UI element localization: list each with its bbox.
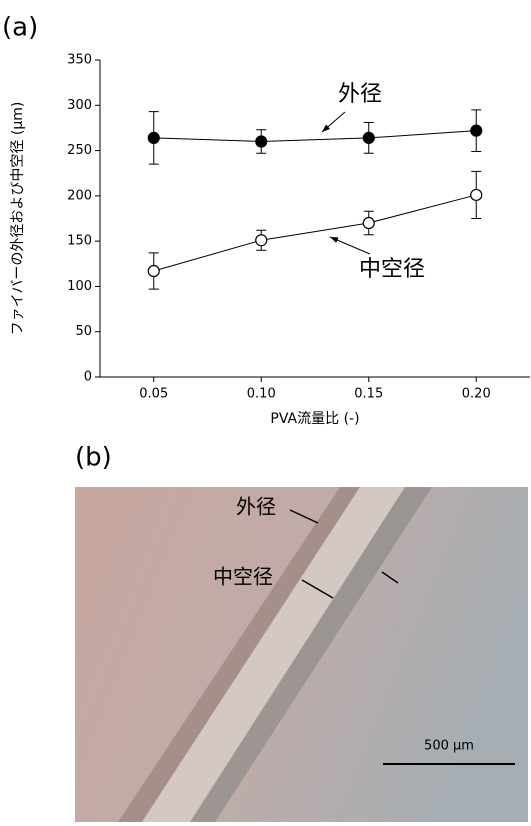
figure: (a) (b) 外径 中空径 500 μm 0 50 100 150 200 250 300… [0, 0, 531, 826]
data-point [256, 235, 267, 246]
y-tick-label: 50 [75, 324, 92, 339]
y-tick-label: 200 [67, 188, 92, 203]
y-tick-label: 350 [67, 53, 92, 68]
data-point [256, 136, 267, 147]
series-label: 外径 [338, 82, 382, 107]
y-tick-label: 100 [67, 279, 92, 294]
series-line [154, 195, 477, 271]
x-axis-label: PVA流量比 (-) [270, 411, 359, 427]
series-line [154, 131, 477, 142]
micrograph: 外径 中空径 500 μm [75, 487, 528, 822]
y-tick-label: 300 [67, 98, 92, 113]
x-tick-label: 0.15 [354, 387, 383, 402]
y-tick-label: 250 [67, 143, 92, 158]
panel-label: (b) [75, 443, 112, 473]
data-point [148, 132, 159, 143]
x-tick-label: 0.20 [462, 387, 491, 402]
panel-label: (a) [2, 13, 38, 43]
data-point [471, 189, 482, 200]
y-tick-label: 150 [67, 234, 92, 249]
chart: 0 50 100 150 200 250 300 350 0.05 0.10 0.15 0.20 PVA… [10, 53, 530, 428]
y-tick-label: 0 [84, 370, 92, 385]
data-point [363, 132, 374, 143]
micrograph-label: 外径 [236, 495, 276, 519]
series-label: 中空径 [359, 257, 425, 282]
data-point [148, 266, 159, 277]
micrograph-label: 中空径 [213, 565, 273, 589]
data-point [363, 218, 374, 229]
y-axis-label: ファイバーの外径および中空径 (μm) [10, 102, 26, 336]
annotation-arrowhead [330, 237, 339, 243]
x-tick-label: 0.05 [139, 387, 168, 402]
x-tick-label: 0.10 [247, 387, 276, 402]
data-point [471, 125, 482, 136]
scale-bar-label: 500 μm [424, 739, 474, 754]
